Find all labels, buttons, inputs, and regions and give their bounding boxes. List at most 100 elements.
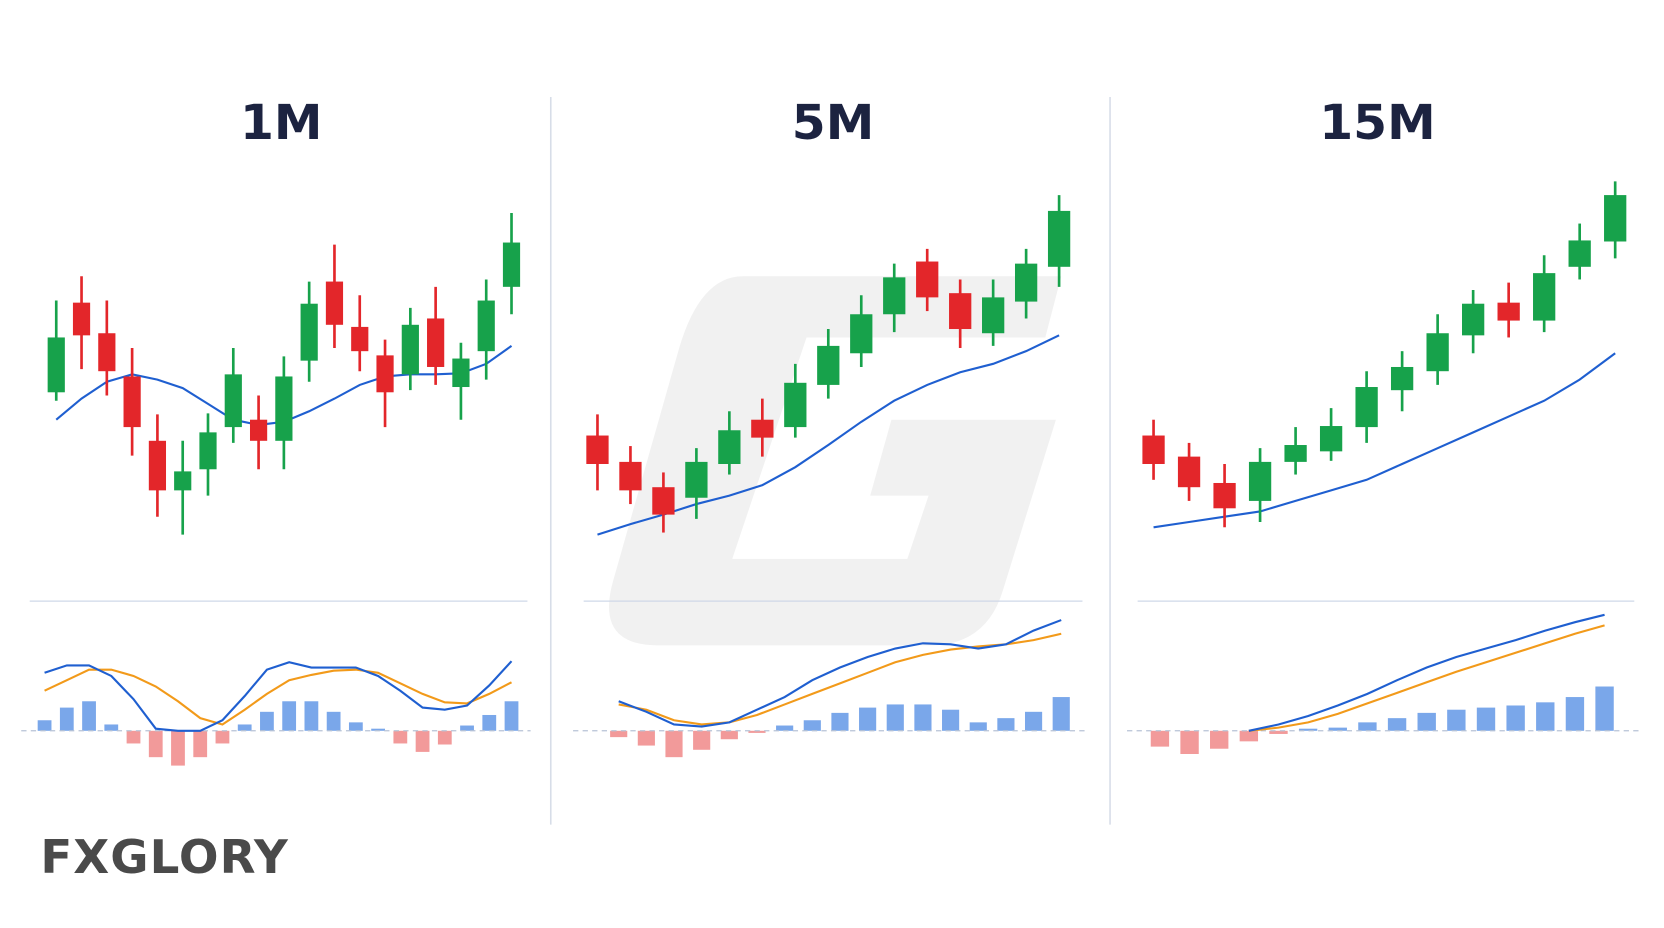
histogram-bar — [504, 701, 519, 731]
logo: FXGLORY — [40, 830, 289, 884]
candle-body — [685, 461, 708, 498]
candle-body — [883, 277, 906, 315]
candle-body — [1604, 195, 1627, 242]
candle-body — [784, 382, 807, 428]
candle-body — [1426, 333, 1449, 372]
histogram-bar — [215, 730, 230, 744]
candle-body — [1497, 302, 1520, 321]
histogram-bar — [171, 730, 185, 766]
candle-body — [275, 376, 293, 441]
histogram-bar — [1565, 697, 1585, 731]
candle-body — [376, 355, 394, 393]
histogram-bar — [720, 730, 738, 740]
candle-body — [249, 419, 268, 441]
candle-body — [1248, 461, 1272, 501]
candle-body — [72, 302, 91, 336]
candle-body — [47, 337, 65, 393]
histogram-bar — [1417, 712, 1436, 731]
histogram-bar — [148, 730, 163, 758]
macd-line — [1248, 613, 1605, 732]
candle-body — [652, 487, 675, 515]
histogram-bar — [637, 730, 655, 746]
histogram-bar — [665, 730, 683, 758]
histogram-bar — [104, 724, 119, 731]
candle-body — [427, 318, 445, 367]
macd-line — [618, 619, 1062, 728]
histogram-bar — [1595, 686, 1614, 731]
candle-body — [1142, 435, 1165, 464]
histogram-bar — [1269, 730, 1288, 734]
histogram-bar — [1150, 730, 1170, 747]
signal-line — [44, 668, 513, 726]
histogram-bar — [1239, 730, 1259, 742]
candle-body — [949, 293, 972, 330]
histogram-bar — [37, 720, 52, 731]
histogram-bar — [803, 720, 821, 731]
candle-body — [502, 242, 521, 287]
signal-line — [1248, 624, 1605, 732]
histogram-bar — [1387, 718, 1407, 731]
histogram-bar — [304, 701, 319, 731]
panel-title: 15M — [1319, 95, 1436, 151]
histogram-bar — [237, 724, 252, 731]
histogram-bar — [1052, 697, 1070, 731]
histogram-bar — [914, 704, 932, 731]
histogram-bar — [859, 707, 877, 731]
candle-body — [1568, 240, 1591, 267]
candle-body — [1533, 273, 1556, 321]
histogram-bar — [415, 730, 430, 752]
histogram-bar — [460, 725, 474, 731]
watermark — [608, 276, 1062, 646]
histogram-bar — [1447, 709, 1466, 731]
histogram-bar — [482, 714, 497, 731]
candle-body — [148, 440, 167, 491]
candle-body — [1014, 263, 1038, 302]
histogram-bar — [1536, 702, 1555, 731]
histogram-bar — [1506, 705, 1525, 731]
histogram-bar — [126, 730, 141, 744]
candle-body — [817, 345, 840, 385]
candle-body — [751, 419, 774, 438]
histogram-bar — [82, 701, 96, 731]
histogram-bar — [282, 701, 297, 731]
candle-body — [1047, 210, 1071, 267]
candle-body — [174, 471, 192, 491]
candle-body — [718, 430, 741, 464]
candle-body — [1355, 387, 1378, 428]
signal-line — [618, 632, 1062, 726]
histogram-bar — [748, 730, 766, 733]
panel-title: 1M — [240, 95, 323, 151]
histogram-bar — [776, 725, 794, 731]
moving-average — [1153, 352, 1616, 529]
histogram-bar — [693, 730, 711, 750]
histogram-bar — [942, 709, 960, 731]
histogram-bar — [1298, 728, 1318, 731]
candle-body — [1213, 482, 1236, 509]
histogram-bar — [393, 730, 408, 744]
candle-body — [224, 374, 242, 428]
candle-body — [586, 435, 609, 464]
histogram-bar — [260, 711, 274, 731]
histogram-bar — [1358, 722, 1377, 731]
histogram-bar — [348, 722, 363, 731]
candle-body — [1462, 303, 1485, 336]
histogram-bar — [193, 730, 208, 758]
candle-body — [98, 333, 116, 372]
histogram-bar — [1024, 711, 1043, 731]
candle-body — [123, 376, 141, 428]
histogram-bar — [1180, 730, 1199, 754]
candle-body — [1319, 426, 1343, 452]
histogram-bar — [326, 711, 341, 731]
candle-body — [401, 324, 419, 375]
candle-body — [1177, 456, 1201, 488]
histogram-bar — [1476, 707, 1496, 731]
candle-body — [477, 300, 495, 352]
histogram-bar — [371, 728, 385, 731]
histogram-bar — [437, 730, 452, 745]
candle-body — [325, 281, 344, 325]
histogram-bar — [831, 712, 849, 731]
histogram-bar — [610, 730, 628, 738]
macd-line — [44, 660, 513, 732]
